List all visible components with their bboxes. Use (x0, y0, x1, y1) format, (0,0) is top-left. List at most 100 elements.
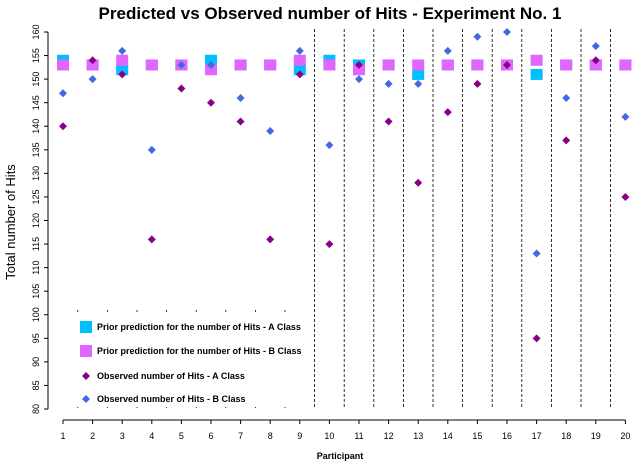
y-tick-label: 125 (31, 189, 41, 204)
x-tick-label: 13 (413, 431, 423, 441)
series-3-point (177, 84, 186, 93)
y-tick-label: 135 (31, 142, 41, 157)
x-tick-label: 15 (472, 431, 482, 441)
y-tick-label: 155 (31, 48, 41, 63)
series-4-point (384, 79, 393, 88)
series-4-point (355, 75, 363, 84)
series-2-point (560, 59, 573, 71)
series-3-point (532, 334, 541, 343)
series-3-point (414, 178, 423, 187)
legend-swatch-diamond (82, 372, 90, 380)
series-4-point (562, 93, 571, 102)
series-2-point (264, 59, 277, 71)
x-axis-label: Participant (317, 451, 364, 461)
x-tick-label: 11 (354, 431, 363, 441)
y-tick-label: 90 (31, 357, 41, 367)
series-4-point (236, 93, 245, 102)
series-3-point (88, 56, 97, 65)
series-1-point (205, 54, 217, 66)
series-2-point (205, 64, 217, 76)
series-3-point (384, 117, 393, 126)
x-tick-label: 4 (149, 431, 154, 441)
x-tick-label: 20 (620, 431, 630, 441)
legend-label: Prior prediction for the number of Hits … (97, 346, 302, 356)
legend-swatch-square (80, 321, 92, 333)
series-4-point (532, 249, 541, 258)
x-tick-label: 19 (591, 431, 601, 441)
series-4-point (207, 60, 215, 69)
series-2-point (530, 54, 543, 66)
series-3-point (295, 70, 304, 79)
series-1-point (530, 68, 543, 80)
series-2-point (382, 59, 395, 71)
x-tick-label: 16 (502, 431, 512, 441)
series-4-point (443, 46, 452, 55)
y-tick-label: 130 (31, 166, 41, 181)
x-tick-label: 17 (532, 431, 542, 441)
legend-label: Prior prediction for the number of Hits … (97, 322, 301, 332)
series-3-point (207, 98, 215, 107)
plot-series (57, 28, 632, 343)
series-2-point (353, 64, 365, 76)
series-2-point (412, 59, 425, 71)
series-2-point (57, 59, 69, 71)
legend-label: Observed number of Hits - B Class (97, 394, 246, 404)
series-2-point (293, 54, 306, 66)
y-tick-label: 110 (31, 260, 41, 274)
series-4-point (266, 126, 275, 135)
chart-title: Predicted vs Observed number of Hits - E… (99, 4, 562, 23)
series-3-point (503, 60, 511, 69)
y-tick-label: 105 (31, 284, 41, 299)
y-tick-label: 140 (31, 119, 41, 134)
y-tick-label: 160 (31, 24, 41, 39)
series-4-point (325, 141, 334, 150)
x-tick-label: 2 (90, 431, 95, 441)
x-tick-label: 12 (384, 431, 394, 441)
series-2-point (589, 59, 602, 71)
x-tick-label: 8 (268, 431, 273, 441)
series-1-point (293, 64, 306, 76)
series-4-point (473, 32, 482, 41)
y-tick-label: 80 (31, 404, 41, 414)
series-3-point (621, 192, 630, 201)
series-4-point (88, 75, 97, 84)
y-tick-label: 100 (31, 307, 41, 322)
series-2-point (116, 54, 129, 66)
series-4-point (591, 42, 600, 51)
series-3-point (236, 117, 245, 126)
legend-background (70, 312, 305, 407)
series-4-point (59, 89, 67, 98)
y-tick-label: 95 (31, 333, 41, 343)
x-tick-label: 18 (561, 431, 571, 441)
y-tick-label: 120 (31, 213, 41, 228)
series-2-point (619, 59, 632, 71)
x-tick-label: 3 (120, 431, 125, 441)
series-3-point (473, 79, 482, 88)
y-axis: 80 85 90 95 100 105 110 115 120 125 130 135 140 145 15… (31, 24, 49, 414)
y-axis-label: Total number of Hits (3, 164, 18, 280)
series-4-point (177, 60, 186, 69)
series-4-point (118, 46, 127, 55)
legend-swatch-square (80, 345, 92, 357)
series-3-point (591, 56, 600, 65)
series-2-point (441, 59, 454, 71)
series-2-point (86, 59, 99, 71)
series-4-point (503, 28, 511, 36)
series-2-point (471, 59, 484, 71)
series-2-point (323, 59, 336, 71)
series-2-point (145, 59, 158, 71)
x-tick-label: 9 (297, 431, 302, 441)
y-tick-label: 115 (31, 237, 41, 251)
x-axis: 1 2 3 4 5 6 7 8 9 10 11 12 13 14 15 16 17 18 19 20 (60, 419, 630, 441)
legend-label: Observed number of Hits - A Class (97, 371, 245, 381)
y-tick-label: 145 (31, 95, 41, 110)
series-1-point (412, 68, 425, 80)
x-tick-label: 7 (238, 431, 243, 441)
series-2-point (234, 59, 247, 71)
x-tick-label: 10 (324, 431, 334, 441)
legend: Prior prediction for the number of Hits … (70, 312, 305, 407)
x-tick-label: 6 (208, 431, 213, 441)
series-3-point (266, 235, 275, 244)
series-4-point (147, 145, 156, 154)
